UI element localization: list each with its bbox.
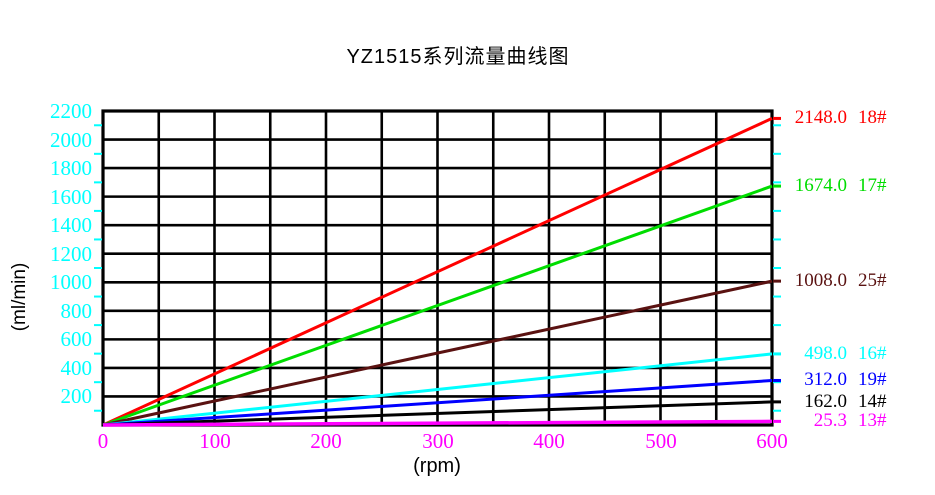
x-tick-label-300: 300: [422, 429, 454, 453]
series-end-value-25: 1008.0: [794, 270, 847, 291]
x-tick-label-600: 600: [756, 429, 788, 453]
x-tick-label-200: 200: [310, 429, 342, 453]
series-id-16: 16#: [858, 343, 887, 364]
y-tick-label-1000: 1000: [50, 270, 92, 294]
series-line-14: [102, 400, 773, 427]
series-id-13: 13#: [858, 410, 887, 431]
series-line-19: [102, 378, 773, 427]
series-label-18: 2148.0 18#: [785, 107, 887, 129]
series-line-18: [102, 117, 773, 427]
series-end-value-17: 1674.0: [794, 175, 847, 196]
series-id-25: 25#: [858, 270, 887, 291]
y-tick-label-2200: 2200: [50, 99, 92, 123]
series-end-value-16: 498.0: [804, 343, 847, 364]
series-label-17: 1674.0 17#: [785, 175, 887, 197]
x-tick-label-0: 0: [97, 429, 109, 453]
series-line-16: [102, 352, 773, 427]
plot-border: [101, 109, 774, 427]
series-id-14: 14#: [858, 391, 887, 412]
y-tick-label-1400: 1400: [50, 213, 92, 237]
y-tick-label-800: 800: [60, 299, 93, 323]
series-id-18: 18#: [858, 107, 887, 128]
y-tick-label-1600: 1600: [50, 185, 92, 209]
series-label-25: 1008.0 25#: [785, 270, 887, 292]
chart-title: YZ1515系列流量曲线图: [346, 46, 570, 68]
y-tick-label-600: 600: [60, 327, 93, 351]
series-id-19: 19#: [858, 369, 887, 390]
x-axis-label: (rpm): [413, 455, 461, 477]
series-label-16: 498.0 16#: [785, 343, 887, 365]
series-label-14: 162.0 14#: [785, 391, 887, 413]
y-tick-label-2000: 2000: [50, 128, 92, 152]
y-tick-label-1800: 1800: [50, 156, 92, 180]
x-tick-label-500: 500: [645, 429, 677, 453]
series-label-19: 312.0 19#: [785, 369, 887, 391]
x-tick-label-400: 400: [533, 429, 565, 453]
series-line-17: [102, 184, 773, 427]
y-tick-label-400: 400: [60, 356, 93, 380]
series-line-13: [102, 419, 773, 427]
series-end-value-18: 2148.0: [794, 107, 847, 128]
y-tick-label-200: 200: [60, 384, 93, 408]
series-line-25: [102, 279, 773, 427]
x-tick-label-100: 100: [199, 429, 231, 453]
series-id-17: 17#: [858, 175, 887, 196]
y-tick-label-1200: 1200: [50, 242, 92, 266]
series-end-value-13: 25.3: [813, 410, 847, 431]
series-end-value-14: 162.0: [804, 391, 847, 412]
series-label-13: 25.3 13#: [785, 410, 887, 432]
series-end-value-19: 312.0: [804, 369, 847, 390]
